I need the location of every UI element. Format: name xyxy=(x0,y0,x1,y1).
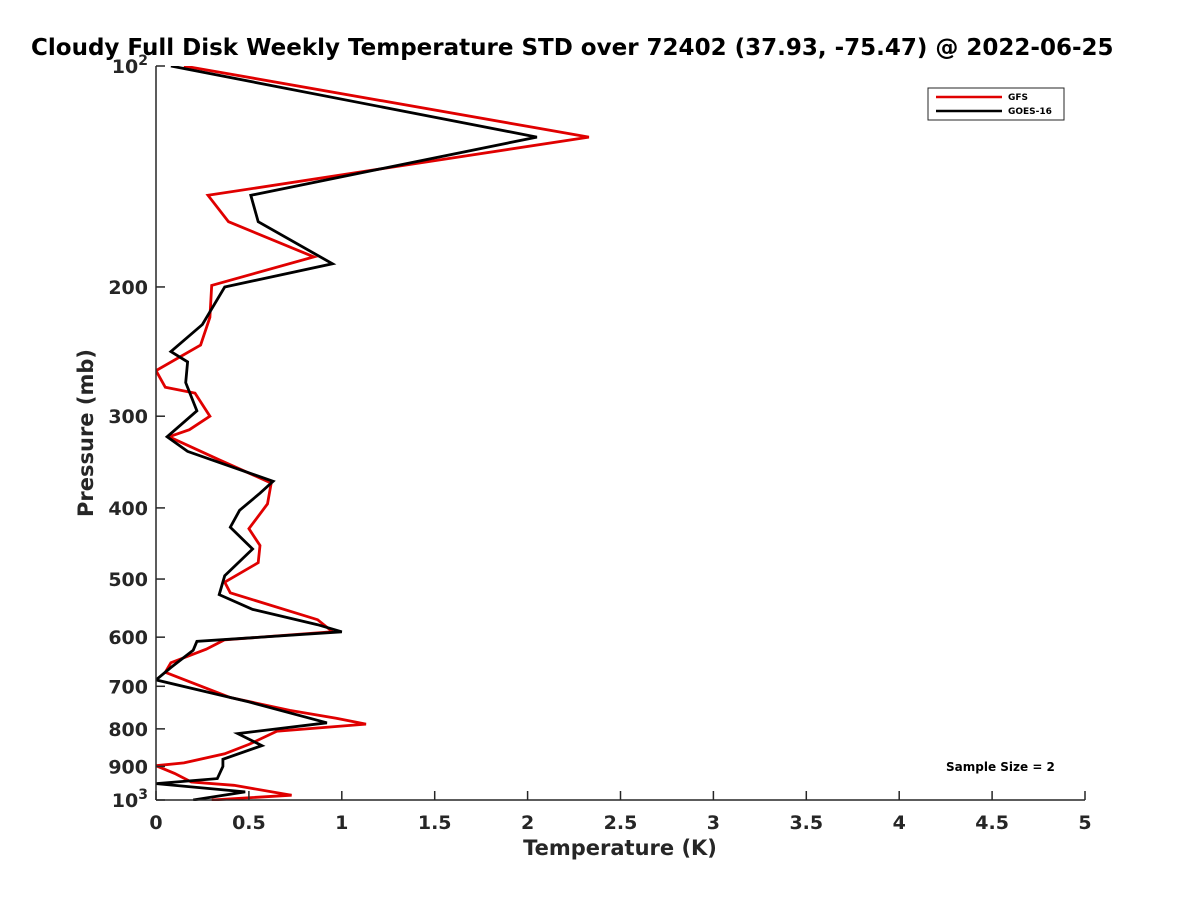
x-ticks: 0 0.5 1 1.5 2 2.5 3 3.5 4 4.5 5 xyxy=(149,791,1092,834)
x-tick-label: 5 xyxy=(1078,812,1091,834)
y-tick-label: 103 xyxy=(112,787,148,812)
x-tick-label: 1 xyxy=(335,812,348,834)
y-axis-label: Pressure (mb) xyxy=(74,349,98,517)
legend-label-gfs: GFS xyxy=(1008,93,1028,103)
y-tick-label: 200 xyxy=(108,277,148,299)
x-tick-label: 3.5 xyxy=(789,812,823,834)
y-ticks: 102 200 300 400 500 600 700 800 900 103 xyxy=(108,53,165,812)
legend-box xyxy=(927,87,1065,121)
x-tick-label: 4 xyxy=(893,812,906,834)
y-tick-label: 500 xyxy=(108,569,148,591)
series-line-gfs xyxy=(156,66,590,801)
x-tick-label: 0.5 xyxy=(232,812,266,834)
y-tick-label: 300 xyxy=(108,406,148,428)
y-tick-label: 700 xyxy=(108,676,148,698)
y-tick-label: 400 xyxy=(108,498,148,520)
sample-size-annotation: Sample Size = 2 xyxy=(946,760,1055,774)
x-tick-label: 0 xyxy=(149,812,162,834)
x-axis-label: Temperature (K) xyxy=(523,836,717,860)
legend: GFS GOES-16 xyxy=(927,87,1065,121)
x-tick-label: 4.5 xyxy=(975,812,1009,834)
x-tick-label: 2 xyxy=(521,812,534,834)
x-tick-label: 2.5 xyxy=(604,812,638,834)
y-tick-label: 600 xyxy=(108,627,148,649)
series-layer xyxy=(156,66,590,801)
chart-title: Cloudy Full Disk Weekly Temperature STD … xyxy=(31,35,1114,61)
series-line-goes16 xyxy=(156,66,538,801)
y-tick-label: 900 xyxy=(108,756,148,778)
x-tick-label: 1.5 xyxy=(418,812,452,834)
x-tick-label: 3 xyxy=(707,812,720,834)
legend-label-goes16: GOES-16 xyxy=(1008,107,1052,117)
axes xyxy=(155,66,1085,801)
y-tick-label: 800 xyxy=(108,719,148,741)
y-tick-label: 102 xyxy=(112,53,148,78)
